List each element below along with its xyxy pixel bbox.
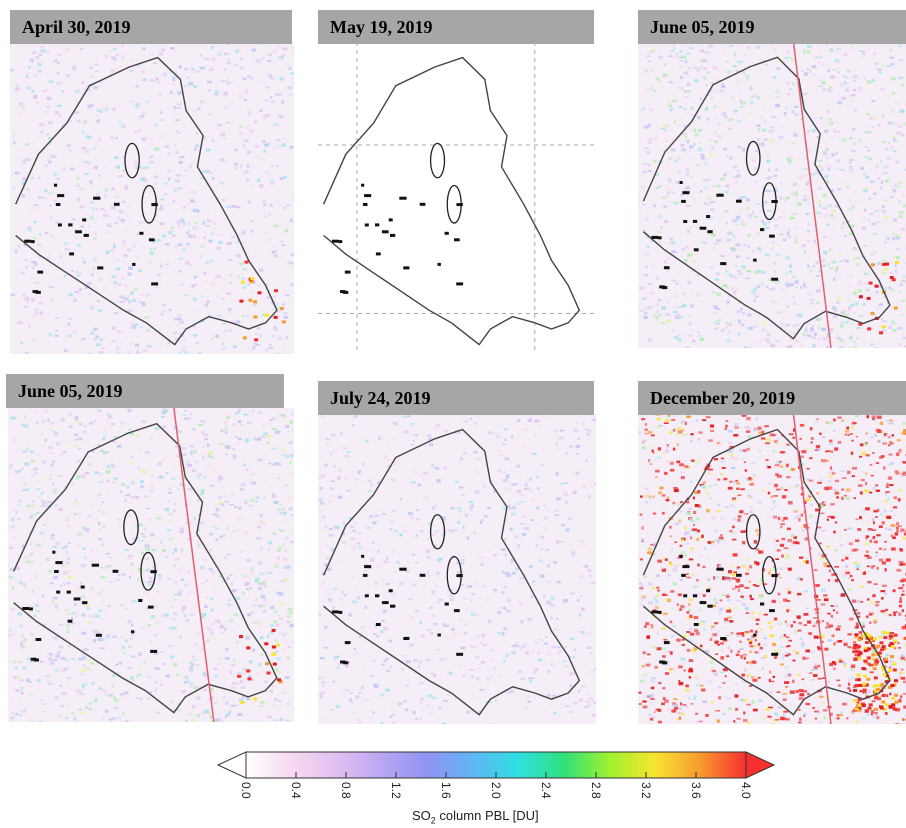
colorbar-tick-label: 0.8 <box>339 782 353 799</box>
map-background <box>8 408 294 722</box>
panel-date-title-5: July 24, 2019 <box>318 381 594 415</box>
feature-marks <box>651 554 779 665</box>
colorbar-tick-label: 1.6 <box>439 782 453 799</box>
colorbar-tick-label: 3.6 <box>689 782 703 799</box>
map-svg-1 <box>10 42 294 354</box>
panel-date-title-3: June 05, 2019 <box>638 10 906 44</box>
colorbar-tick-label: 0.4 <box>289 782 303 799</box>
colorbar-tick-label: 0.0 <box>239 782 253 799</box>
so2-map-6 <box>638 414 906 724</box>
map-svg-6 <box>638 414 906 724</box>
map-gridlines <box>318 42 596 354</box>
colorbar-high-arrow <box>745 751 776 779</box>
so2-map-2 <box>318 42 596 354</box>
map-background <box>10 42 294 354</box>
orbit-edge-line <box>792 42 832 348</box>
country-border <box>642 56 891 340</box>
colorbar-label-prefix: SO <box>412 808 431 823</box>
country-border <box>15 56 278 346</box>
so2-map-3 <box>638 42 906 348</box>
map-svg-4 <box>8 408 294 722</box>
colorbar-tick-label: 1.2 <box>389 782 403 799</box>
so2-speckle-layer <box>318 414 596 724</box>
lake-outline <box>745 140 761 176</box>
colorbar-label: SO2 column PBL [DU] <box>412 808 539 826</box>
so2-speckle-layer <box>638 42 906 348</box>
so2-speckle-layer <box>10 42 294 354</box>
colorbar-tick-label: 2.4 <box>539 782 553 799</box>
so2-hotspot-layer <box>239 260 286 342</box>
panel-date-title-6: December 20, 2019 <box>638 381 906 415</box>
colorbar-svg <box>216 751 776 779</box>
country-border <box>322 428 581 716</box>
so2-hotspot-layer <box>237 628 283 704</box>
map-svg-5 <box>318 414 596 724</box>
country-border <box>642 428 891 716</box>
lake-outline <box>124 142 140 179</box>
colorbar-label-suffix: column PBL [DU] <box>435 808 539 823</box>
colorbar-tick-label: 2.8 <box>589 782 603 799</box>
colorbar-tick-label: 2.0 <box>489 782 503 799</box>
map-svg-2 <box>318 42 596 354</box>
feature-marks <box>331 554 464 665</box>
map-svg-3 <box>638 42 906 348</box>
orbit-edge-line <box>173 408 215 722</box>
colorbar-tick-label: 3.2 <box>639 782 653 799</box>
so2-map-1 <box>10 42 294 354</box>
map-background <box>318 42 596 354</box>
lake-outline <box>429 514 446 550</box>
map-background <box>318 414 596 724</box>
feature-marks <box>22 550 158 662</box>
colorbar-tick-label: 4.0 <box>739 782 753 799</box>
lake-outline <box>123 509 139 546</box>
feature-marks <box>651 181 779 290</box>
colorbar-label-sub: 2 <box>430 815 436 826</box>
lake-outline <box>745 514 761 550</box>
panel-date-title-2: May 19, 2019 <box>318 10 594 44</box>
colorbar-low-arrow <box>216 751 247 779</box>
panel-date-title-4: June 05, 2019 <box>6 374 284 408</box>
country-border <box>13 422 278 714</box>
lake-outline <box>429 142 446 179</box>
country-border <box>322 56 581 346</box>
feature-marks <box>24 183 159 294</box>
panel-date-title-1: April 30, 2019 <box>10 10 292 44</box>
so2-map-5 <box>318 414 596 724</box>
orbit-edge-line <box>792 414 832 724</box>
so2-speckle-layer <box>638 414 906 724</box>
so2-map-4 <box>8 408 294 722</box>
feature-marks <box>331 183 464 294</box>
colorbar <box>216 748 776 788</box>
